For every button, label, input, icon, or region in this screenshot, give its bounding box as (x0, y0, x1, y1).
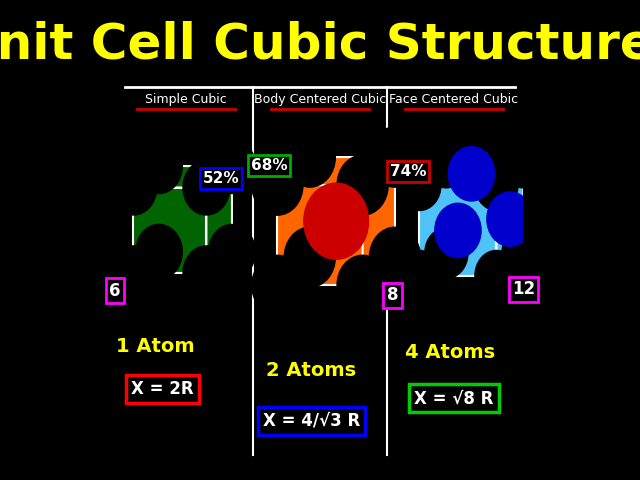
Text: 68%: 68% (251, 157, 287, 173)
Text: Unit Cell Cubic Structures: Unit Cell Cubic Structures (0, 20, 640, 68)
Circle shape (448, 146, 495, 201)
Circle shape (425, 137, 468, 188)
Circle shape (252, 155, 303, 215)
Text: 12: 12 (512, 280, 535, 299)
Circle shape (110, 160, 157, 215)
Circle shape (110, 246, 157, 301)
Text: X = √8 R: X = √8 R (415, 389, 494, 407)
Polygon shape (277, 157, 395, 185)
Circle shape (252, 255, 303, 315)
Circle shape (369, 227, 420, 288)
Text: 74%: 74% (390, 164, 426, 179)
Text: 6: 6 (109, 282, 121, 300)
Polygon shape (363, 157, 395, 285)
Circle shape (502, 137, 545, 188)
Text: 4 Atoms: 4 Atoms (405, 343, 495, 362)
Circle shape (398, 251, 441, 301)
Polygon shape (133, 188, 206, 274)
Text: 52%: 52% (203, 171, 239, 186)
Polygon shape (206, 166, 232, 274)
Circle shape (398, 160, 441, 211)
Circle shape (435, 203, 481, 258)
Polygon shape (133, 166, 232, 188)
Polygon shape (277, 185, 363, 285)
Circle shape (425, 228, 468, 278)
Circle shape (475, 251, 518, 301)
Polygon shape (419, 162, 524, 185)
Text: X = 2R: X = 2R (131, 380, 194, 398)
Circle shape (475, 160, 518, 211)
Circle shape (369, 127, 420, 187)
Circle shape (304, 183, 369, 259)
Text: Simple Cubic: Simple Cubic (145, 93, 227, 106)
Circle shape (183, 160, 230, 215)
Text: Face Centered Cubic: Face Centered Cubic (389, 93, 518, 106)
Circle shape (502, 228, 545, 278)
Text: Body Centered Cubic: Body Centered Cubic (254, 93, 386, 106)
Circle shape (337, 155, 388, 215)
Circle shape (136, 225, 182, 279)
Text: 1 Atom: 1 Atom (116, 337, 195, 356)
Circle shape (487, 192, 533, 246)
Circle shape (209, 225, 255, 279)
Circle shape (136, 139, 182, 193)
Polygon shape (497, 162, 524, 276)
Circle shape (183, 246, 230, 301)
Text: 2 Atoms: 2 Atoms (266, 361, 356, 380)
Circle shape (209, 139, 255, 193)
Circle shape (337, 255, 388, 315)
Polygon shape (419, 185, 497, 276)
Circle shape (284, 227, 335, 288)
Text: 8: 8 (387, 287, 398, 304)
Text: X = 4/√3 R: X = 4/√3 R (263, 412, 360, 430)
Circle shape (284, 127, 335, 187)
